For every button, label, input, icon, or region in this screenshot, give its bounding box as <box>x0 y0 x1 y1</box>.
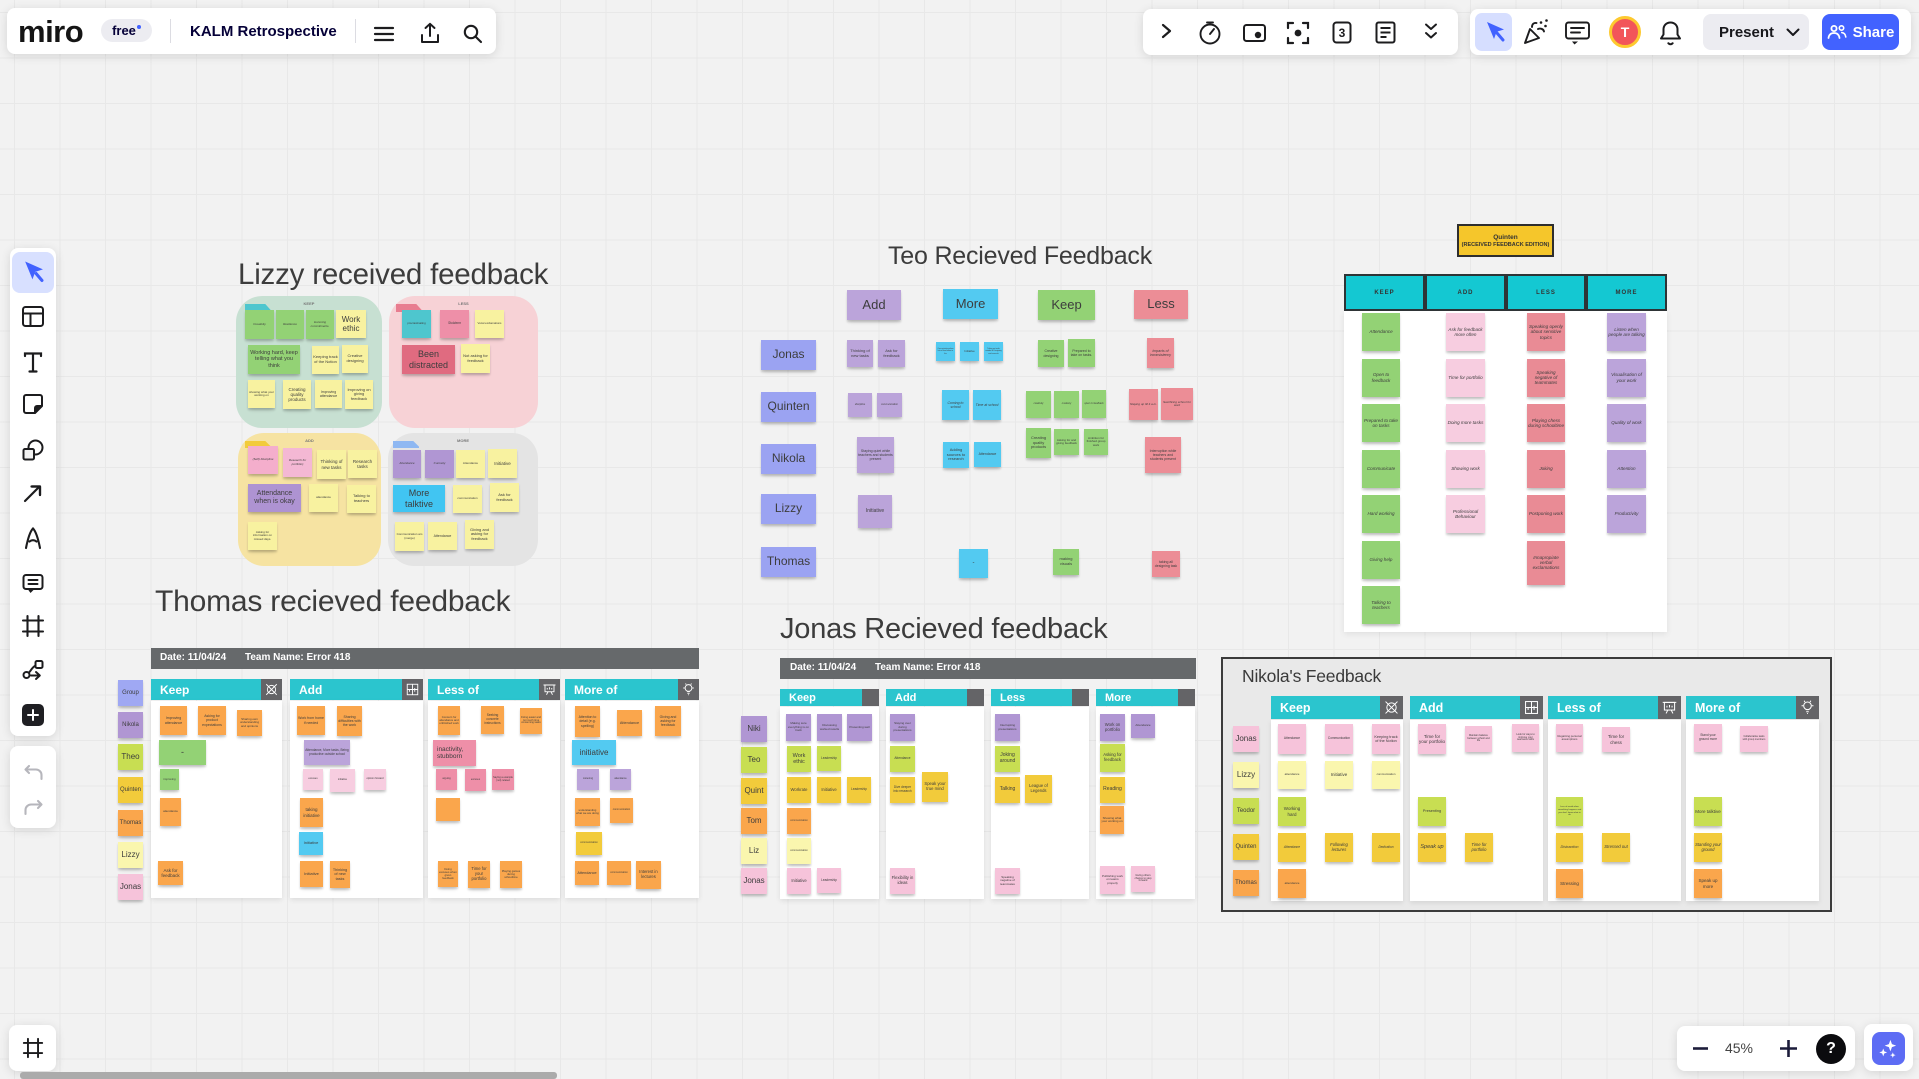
svg-text:3: 3 <box>1339 26 1346 40</box>
